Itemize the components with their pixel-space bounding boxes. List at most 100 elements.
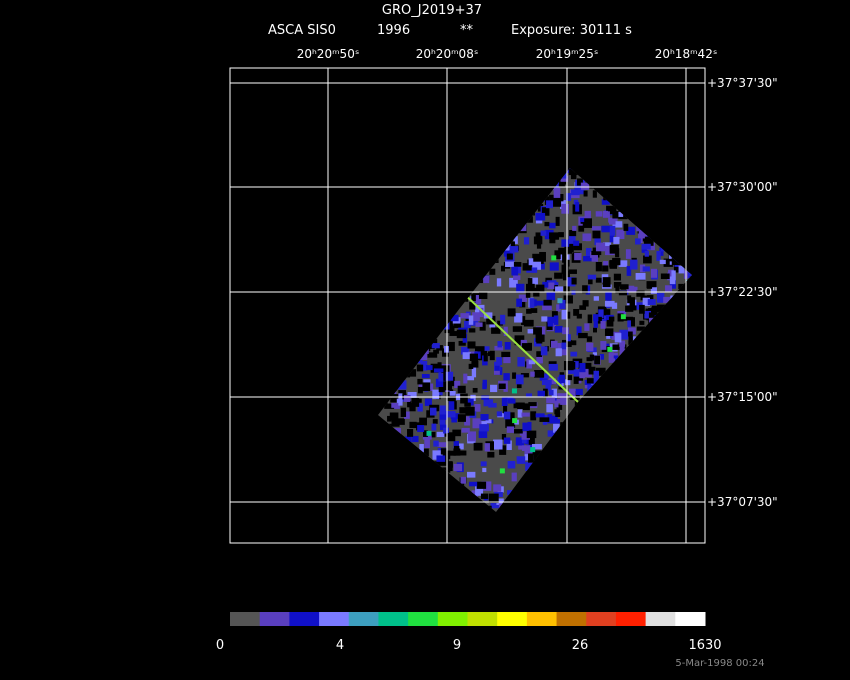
pixel (445, 319, 454, 327)
pixel (480, 414, 489, 421)
pixel (602, 277, 611, 288)
pixel (528, 360, 536, 365)
pixel (609, 246, 615, 253)
pixel (546, 397, 556, 404)
pixel (521, 432, 530, 440)
pixel (577, 178, 583, 186)
pixel (628, 336, 633, 345)
pixel (521, 316, 526, 325)
pixel (427, 383, 434, 391)
pixel (613, 236, 620, 244)
pixel (417, 386, 423, 394)
pixel (593, 314, 599, 322)
pixel (543, 299, 552, 308)
pixel (445, 450, 456, 456)
pixel (432, 389, 440, 400)
pixel (521, 412, 530, 417)
pixel (457, 414, 466, 422)
pixel (547, 316, 557, 324)
pixel (513, 275, 521, 281)
pixel (462, 352, 471, 360)
pixel (470, 394, 476, 402)
pixel (456, 450, 467, 456)
pixel (496, 278, 502, 287)
pixel (556, 398, 562, 404)
pixel (424, 398, 432, 406)
pixel (556, 404, 563, 410)
pixel (456, 329, 467, 339)
colorbar-swatch (586, 612, 617, 626)
pixel (438, 372, 447, 382)
pixel (522, 422, 529, 431)
pixel (536, 284, 545, 293)
pixel (608, 358, 616, 363)
pixel (586, 378, 594, 384)
pixel (468, 315, 474, 325)
pixel (475, 322, 483, 327)
pixel (472, 387, 478, 393)
pixel (537, 390, 545, 397)
pixel (612, 257, 621, 266)
pixel (494, 345, 504, 351)
pixel (547, 282, 555, 290)
pixel (535, 212, 546, 221)
pixel (517, 357, 525, 367)
pixel (520, 339, 527, 346)
pixel (535, 300, 545, 306)
pixel (591, 226, 601, 231)
pixel (656, 304, 667, 313)
pixel (419, 351, 428, 360)
pixel (564, 379, 571, 386)
pixel (642, 266, 650, 272)
pixel (606, 333, 611, 339)
pixel (475, 485, 484, 496)
pixel (532, 450, 542, 455)
pixel (528, 437, 535, 447)
pixel (548, 361, 557, 366)
pixel (517, 409, 523, 418)
pixel (535, 232, 542, 241)
pixel (595, 261, 602, 272)
pixel (390, 394, 399, 403)
pixel (439, 410, 448, 420)
pixel (625, 249, 631, 259)
pixel (555, 412, 561, 417)
pixel (447, 462, 453, 468)
pixel (551, 255, 557, 261)
pixel (426, 430, 432, 436)
pixel (516, 298, 523, 307)
pixel (542, 305, 552, 311)
pixel (419, 417, 427, 426)
pixel (651, 305, 662, 312)
pixel (659, 247, 664, 256)
pixel (646, 282, 653, 289)
pixel (561, 264, 567, 275)
pixel (549, 262, 559, 271)
pixel (548, 378, 557, 385)
pixel (561, 309, 567, 320)
pixel (600, 320, 606, 329)
pixel (405, 436, 412, 444)
pixel (464, 320, 471, 329)
pixel (465, 398, 474, 406)
pixel (412, 435, 419, 443)
pixel (597, 316, 602, 324)
pixel (444, 325, 455, 334)
pixel (550, 419, 560, 424)
pixel (407, 429, 414, 437)
pixel (480, 493, 489, 499)
pixel (571, 290, 576, 295)
pixel (615, 284, 620, 294)
pixel (458, 443, 464, 450)
pixel (416, 364, 424, 372)
pixel (576, 326, 582, 336)
pixel (595, 277, 606, 283)
pixel (650, 287, 657, 294)
dec-label: +37°30'00" (707, 180, 778, 194)
pixel (409, 421, 417, 429)
pixel (650, 268, 658, 278)
pixel (537, 203, 544, 212)
pixel (546, 200, 554, 209)
pixel (525, 393, 533, 398)
pixel (509, 277, 518, 288)
